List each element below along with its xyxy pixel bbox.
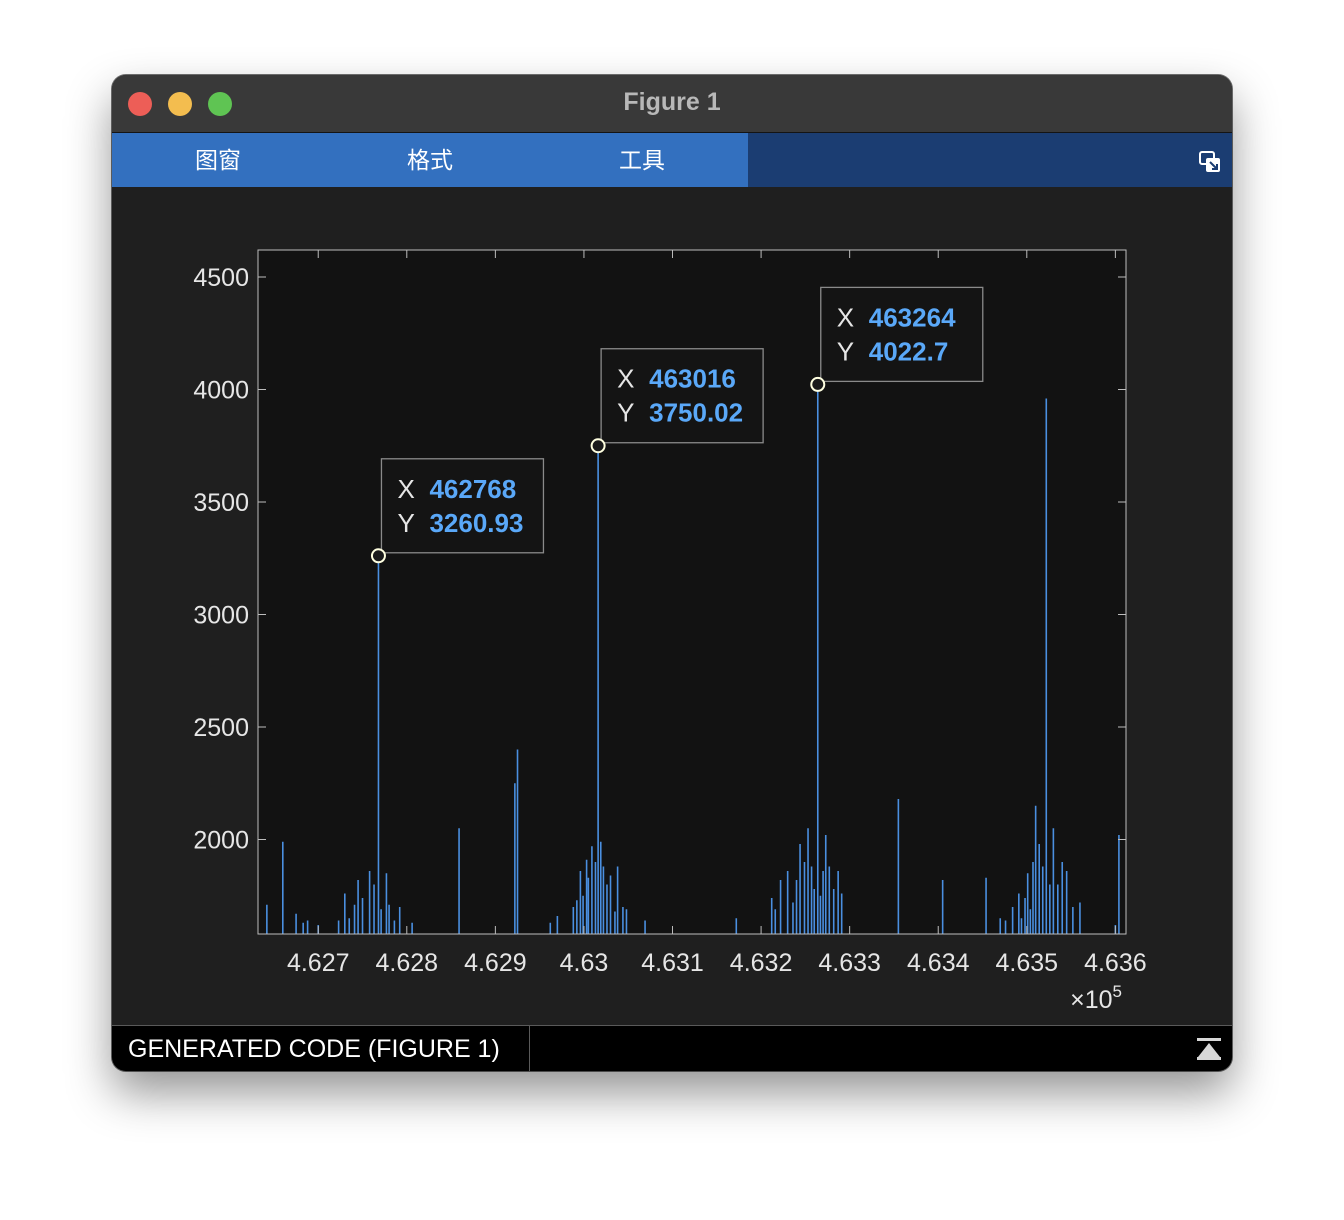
datatip-y-value: 3260.93 bbox=[429, 508, 523, 538]
datatip: X 463016 Y 3750.02 bbox=[590, 348, 764, 454]
datatip-x-value: 463264 bbox=[869, 302, 956, 332]
tab-figure[interactable]: 图窗 bbox=[195, 147, 241, 173]
y-tick-label: 3500 bbox=[193, 489, 249, 517]
x-exponent-label: ×105 bbox=[1070, 982, 1122, 1014]
undock-icon[interactable] bbox=[1198, 150, 1222, 174]
x-tick-label: 4.635 bbox=[996, 949, 1059, 977]
datatip-y-label: Y bbox=[617, 398, 634, 428]
datatip-x-label: X bbox=[837, 302, 854, 332]
zoom-window-button[interactable] bbox=[208, 92, 232, 116]
minimize-window-button[interactable] bbox=[168, 92, 192, 116]
x-tick-label: 4.627 bbox=[287, 949, 350, 977]
y-tick-label: 2000 bbox=[193, 827, 249, 855]
figure-window: Figure 1 图窗 格式 工具 4.627 4.628 4.629 4.63 4.6… bbox=[112, 75, 1232, 1071]
datatip-box bbox=[600, 348, 764, 444]
generated-code-panel-label[interactable]: GENERATED CODE (FIGURE 1) bbox=[112, 1026, 530, 1071]
datatip-y-value: 3750.02 bbox=[649, 398, 743, 428]
title-bar: Figure 1 bbox=[112, 75, 1232, 133]
x-tick-label: 4.632 bbox=[730, 949, 793, 977]
datatip-marker bbox=[590, 438, 606, 454]
x-tick-label: 4.636 bbox=[1084, 949, 1147, 977]
datatip-y-value: 4022.7 bbox=[869, 336, 949, 366]
datatip-marker bbox=[370, 548, 386, 564]
datatip-x-value: 463016 bbox=[649, 364, 736, 394]
datatip-x-value: 462768 bbox=[429, 474, 516, 504]
x-tick-label: 4.628 bbox=[376, 949, 439, 977]
tab-format[interactable]: 格式 bbox=[407, 147, 453, 173]
datatip-box bbox=[820, 286, 984, 383]
axes-box bbox=[257, 249, 1127, 935]
datatip-box bbox=[380, 458, 545, 554]
datatip-x-label: X bbox=[397, 474, 414, 504]
x-tick-label: 4.629 bbox=[464, 949, 527, 977]
chart: 4.627 4.628 4.629 4.63 4.631 4.632 4.633 4.634 4… bbox=[193, 249, 1147, 1014]
y-tick-label: 4500 bbox=[193, 264, 249, 292]
datatip-y-label: Y bbox=[837, 336, 854, 366]
x-tick-label: 4.634 bbox=[907, 949, 970, 977]
x-tick-label: 4.633 bbox=[818, 949, 881, 977]
window-title: Figure 1 bbox=[623, 88, 721, 116]
plot-area: 4.627 4.628 4.629 4.63 4.631 4.632 4.633 4.634 4… bbox=[112, 187, 1232, 1025]
x-tick-label: 4.63 bbox=[560, 949, 609, 977]
y-tick-label: 2500 bbox=[193, 714, 249, 742]
datatip-y-label: Y bbox=[397, 508, 414, 538]
x-tick-label: 4.631 bbox=[641, 949, 704, 977]
status-bar: GENERATED CODE (FIGURE 1) bbox=[112, 1025, 1232, 1071]
tab-tools[interactable]: 工具 bbox=[619, 147, 665, 173]
close-window-button[interactable] bbox=[128, 92, 152, 116]
datatip: X 463264 Y 4022.7 bbox=[810, 286, 984, 392]
datatip-x-label: X bbox=[617, 364, 634, 394]
expand-panel-icon[interactable] bbox=[1196, 1037, 1222, 1061]
datatip-marker bbox=[810, 376, 826, 392]
toolstrip-tabbar: 图窗 格式 工具 bbox=[112, 133, 1232, 187]
y-tick-label: 4000 bbox=[193, 377, 249, 405]
y-tick-label: 3000 bbox=[193, 602, 249, 630]
datatip: X 462768 Y 3260.93 bbox=[370, 458, 545, 564]
